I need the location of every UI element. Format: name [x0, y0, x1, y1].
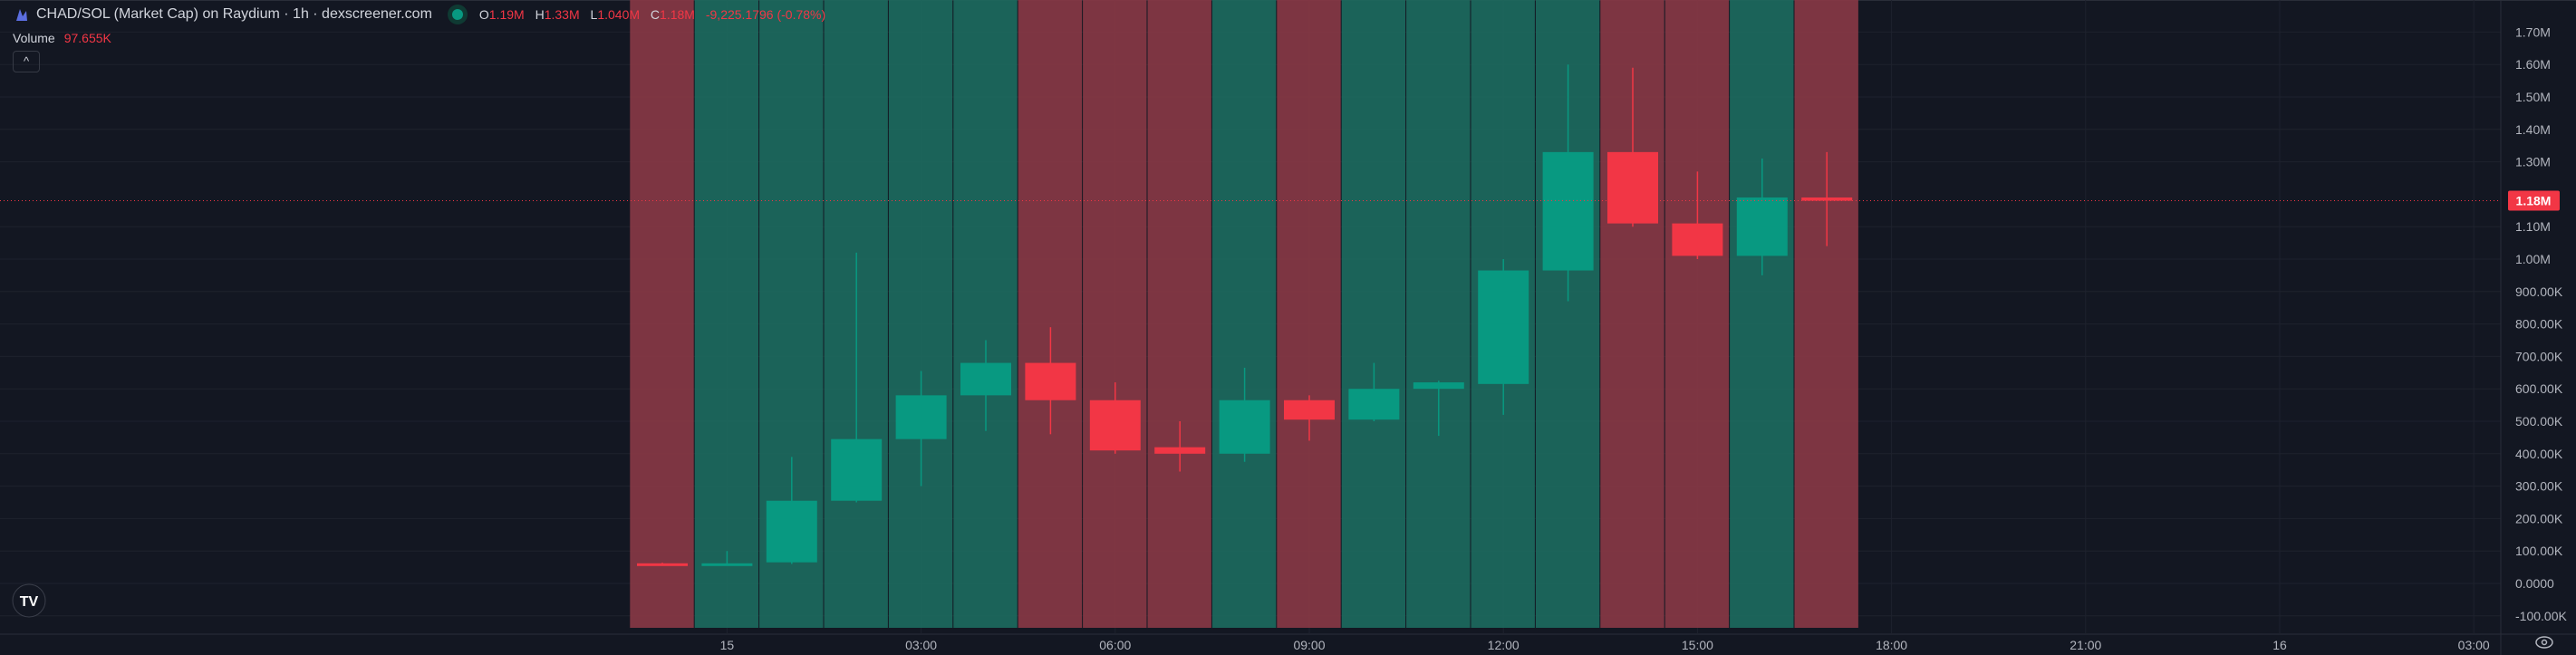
open-value: 1.19M — [488, 7, 525, 22]
time-tick-label: 03:00 — [905, 638, 937, 652]
volume-value: 97.655K — [63, 31, 111, 45]
time-axis[interactable]: 15 03:00 06:00 09:00 12:00 15:00 18:00 21:00 16 0… — [720, 638, 2490, 652]
last-price-label: 1.18M — [2516, 194, 2552, 208]
volume-label: Volume — [13, 31, 55, 45]
candle-body — [1154, 447, 1206, 454]
candle-body — [1736, 197, 1788, 256]
candle-body — [637, 563, 688, 566]
time-tick-label: 09:00 — [1293, 638, 1325, 652]
volume-bar — [1277, 0, 1341, 628]
price-tick-label: 700.00K — [2515, 349, 2563, 363]
price-tick-label: 300.00K — [2515, 479, 2563, 494]
tradingview-logo[interactable]: TV — [12, 583, 46, 618]
low-value: 1.040M — [597, 7, 641, 22]
price-tick-label: -100.00K — [2515, 609, 2567, 623]
chart-legend: CHAD/SOL (Market Cap) on Raydium · 1h · … — [13, 5, 833, 24]
open-label: O — [478, 7, 489, 22]
volume-legend: Volume 97.655K — [13, 31, 111, 45]
collapse-legend-button[interactable]: ^ — [13, 51, 40, 72]
price-tick-label: 1.10M — [2515, 219, 2551, 234]
high-value: 1.33M — [544, 7, 580, 22]
candle-body — [1219, 400, 1270, 454]
time-tick-label: 16 — [2272, 638, 2287, 652]
volume-bar — [1211, 0, 1277, 628]
token-logo-icon — [16, 9, 27, 21]
volume-bar — [1794, 0, 1858, 628]
volume-bar — [1406, 0, 1471, 628]
last-price-badge — [2508, 190, 2560, 211]
svg-text:TV: TV — [20, 594, 39, 610]
volume-bar — [1664, 0, 1730, 628]
price-tick-label: 1.30M — [2515, 155, 2551, 169]
close-value: 1.18M — [660, 7, 695, 22]
candle-body — [1607, 151, 1658, 224]
candle-body — [766, 500, 817, 563]
candle-body — [1542, 151, 1594, 271]
candle-body — [831, 438, 883, 501]
candle-body — [1025, 362, 1076, 400]
time-tick-label: 18:00 — [1876, 638, 1907, 652]
candle-body — [701, 563, 753, 566]
price-tick-label: 1.00M — [2515, 252, 2551, 266]
volume-bar — [1018, 0, 1083, 628]
close-label: C — [650, 7, 661, 22]
time-tick-label: 15 — [720, 638, 735, 652]
time-tick-label: 06:00 — [1099, 638, 1131, 652]
candle-body — [1284, 400, 1335, 420]
change-value: -9,225.1796 (-0.78%) — [705, 7, 826, 22]
chevron-up-icon: ^ — [23, 54, 30, 68]
volume-bar — [1341, 0, 1406, 628]
volume-bar — [1730, 0, 1794, 628]
volume-bar — [888, 0, 953, 628]
price-tick-label: 600.00K — [2515, 381, 2563, 396]
price-tick-label: 100.00K — [2515, 544, 2563, 558]
candle-body — [1348, 389, 1400, 420]
ohlc-values: O1.19M H1.33M L1.040M C1.18M -9,225.1796… — [479, 7, 833, 22]
market-status-icon — [451, 9, 463, 20]
volume-bar — [953, 0, 1018, 628]
price-axis[interactable]: 1.70M 1.60M 1.50M 1.40M 1.30M 1.10M 1.00M 900.0… — [2508, 24, 2567, 623]
price-tick-label: 800.00K — [2515, 317, 2563, 332]
price-tick-label: 1.40M — [2515, 122, 2551, 137]
price-tick-label: 1.70M — [2515, 24, 2551, 39]
price-tick-label: 0.0000 — [2515, 576, 2554, 591]
volume-bar — [694, 0, 759, 628]
candle-body — [960, 362, 1011, 396]
price-tick-label: 1.50M — [2515, 90, 2551, 104]
chart-title: CHAD/SOL (Market Cap) on Raydium · 1h · … — [36, 6, 432, 22]
volume-bar — [630, 0, 694, 628]
volume-bar — [1147, 0, 1211, 628]
price-tick-label: 900.00K — [2515, 284, 2563, 299]
low-label: L — [590, 7, 598, 22]
candle-body — [1672, 223, 1723, 256]
price-tick-label: 500.00K — [2515, 414, 2563, 429]
candle-body — [1801, 197, 1853, 201]
candle-body — [1089, 400, 1141, 451]
time-tick-label: 15:00 — [1682, 638, 1713, 652]
eye-icon[interactable] — [2535, 636, 2553, 649]
candle-body — [895, 395, 947, 439]
time-tick-label: 03:00 — [2458, 638, 2490, 652]
time-tick-label: 21:00 — [2069, 638, 2101, 652]
price-tick-label: 1.60M — [2515, 57, 2551, 72]
price-tick-label: 200.00K — [2515, 511, 2563, 525]
time-tick-label: 12:00 — [1488, 638, 1520, 652]
volume-bar — [1083, 0, 1147, 628]
candle-body — [1478, 270, 1529, 384]
price-tick-label: 400.00K — [2515, 447, 2563, 461]
candles — [0, 64, 2501, 566]
high-label: H — [535, 7, 545, 22]
candle-body — [1413, 382, 1464, 390]
